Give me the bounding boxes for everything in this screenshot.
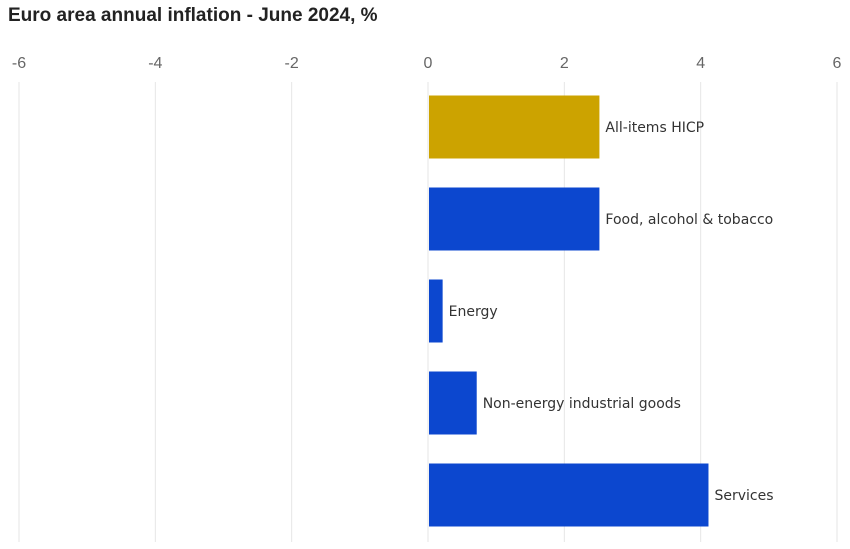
category-label: Non-energy industrial goods (483, 396, 681, 412)
x-tick-label: -6 (12, 55, 26, 72)
x-tick-label: 6 (833, 55, 842, 72)
bar[interactable] (429, 463, 709, 527)
category-label: Energy (449, 304, 498, 320)
x-tick-label: -4 (148, 55, 162, 72)
category-label: All-items HICP (605, 120, 704, 136)
bar[interactable] (429, 279, 443, 343)
bar[interactable] (429, 371, 477, 435)
x-tick-label: -2 (285, 55, 299, 72)
bar[interactable] (429, 95, 600, 159)
bars (429, 95, 709, 527)
x-axis-ticks: -6 -4 -2 0 2 4 6 (12, 55, 842, 72)
category-labels: All-items HICP Food, alcohol & tobacco Ene… (449, 120, 774, 504)
category-label: Services (714, 488, 773, 504)
category-label: Food, alcohol & tobacco (605, 212, 773, 228)
x-tick-label: 2 (560, 55, 569, 72)
bar[interactable] (429, 187, 600, 251)
chart-title: Euro area annual inflation - June 2024, … (8, 5, 378, 26)
grid-lines (18, 82, 838, 542)
x-tick-label: 0 (424, 55, 433, 72)
x-tick-label: 4 (696, 55, 705, 72)
